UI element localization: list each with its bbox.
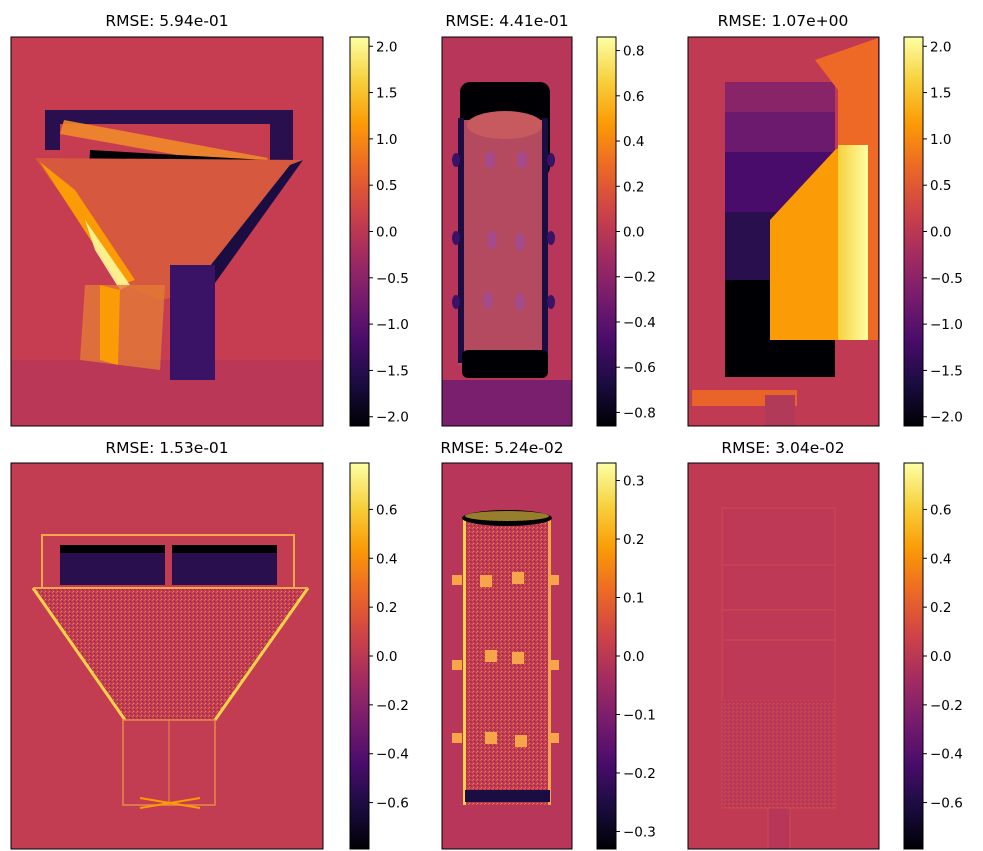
colorbar-gradient xyxy=(596,462,617,850)
panel-title: RMSE: 1.07e+00 xyxy=(718,12,849,30)
colorbar-gradient xyxy=(349,36,370,427)
colorbar-tick-label: 0.8 xyxy=(623,44,644,60)
colorbar-gradient xyxy=(903,36,924,427)
colorbar-tick-label: 1.0 xyxy=(376,132,397,148)
colorbar-tick-label: −0.2 xyxy=(623,270,656,286)
colorbar-tick-label: −1.5 xyxy=(930,363,963,379)
colorbar-tick-label: −0.3 xyxy=(623,824,656,840)
panel-title: RMSE: 3.04e-02 xyxy=(721,439,844,457)
colorbar-tick-label: 0.0 xyxy=(376,649,397,665)
colorbar-tick-label: 0.0 xyxy=(930,225,951,241)
colorbar-tick-label: −1.0 xyxy=(376,317,409,333)
heatmap-image xyxy=(442,37,572,426)
colorbar-tick-label: −0.1 xyxy=(623,707,656,723)
panel-5: RMSE: 5.24e-02 0.3 0.2 0.1 0.0 −0.1 −0.2 −0.3 xyxy=(440,439,656,850)
colorbar: 2.0 1.5 1.0 0.5 0.0 −0.5 −1.0 −1.5 −2.0 xyxy=(903,36,963,427)
colorbar-tick-label: 0.4 xyxy=(930,551,951,567)
colorbar-gradient xyxy=(596,36,617,427)
colorbar: 0.3 0.2 0.1 0.0 −0.1 −0.2 −0.3 xyxy=(596,462,656,850)
colorbar-tick-label: 0.2 xyxy=(376,600,397,616)
colorbar-tick-label: −0.4 xyxy=(930,747,963,763)
heatmap-image xyxy=(11,463,323,849)
plot-frame xyxy=(687,462,880,850)
heatmap-image xyxy=(442,463,572,849)
colorbar-tick-label: −0.8 xyxy=(623,405,656,421)
plot-frame xyxy=(10,462,324,850)
panel-2: RMSE: 4.41e-01 0.80.60.40.20. xyxy=(441,12,656,427)
heatmap-image xyxy=(11,37,323,426)
colorbar: 0.8 0.6 0.4 0.2 0.0 −0.2 −0.4 −0.6 −0.8 xyxy=(596,36,656,427)
colorbar-tick-label: 0.2 xyxy=(930,600,951,616)
colorbar-tick-label: 1.5 xyxy=(376,86,397,102)
colorbar-tick-label: −0.5 xyxy=(376,271,409,287)
colorbar-tick-label: 0.5 xyxy=(376,178,397,194)
panel-4: RMSE: 1.53e-01 0.6 0.4 0.2 0.0 −0.2 −0.4 −0.6 xyxy=(10,439,409,850)
plot-frame xyxy=(10,36,324,427)
colorbar-tick-label: 0.0 xyxy=(623,225,644,241)
heatmap-image xyxy=(688,463,879,850)
plot-frame xyxy=(441,36,573,427)
colorbar-tick-label: 0.6 xyxy=(623,89,644,105)
plot-frame xyxy=(687,36,880,427)
colorbar-tick-label: −0.5 xyxy=(930,271,963,287)
colorbar-tick-label: 0.4 xyxy=(376,551,397,567)
colorbar-tick-label: 0.5 xyxy=(930,178,951,194)
colorbar-tick-label: 0.0 xyxy=(930,649,951,665)
colorbar-gradient xyxy=(903,462,924,850)
colorbar-tick-label: −0.2 xyxy=(623,766,656,782)
colorbar-tick-label: 2.0 xyxy=(930,39,951,55)
panel-title: RMSE: 5.94e-01 xyxy=(105,12,228,30)
colorbar-tick-label: −0.4 xyxy=(623,315,656,331)
colorbar-tick-label: −0.6 xyxy=(623,360,656,376)
colorbar-tick-label: 0.2 xyxy=(623,179,644,195)
colorbar-tick-label: 0.3 xyxy=(623,474,644,490)
colorbar-tick-label: 1.5 xyxy=(930,86,951,102)
colorbar: 0.6 0.4 0.2 0.0 −0.2 −0.4 −0.6 xyxy=(349,462,409,850)
colorbar-tick-label: 0.0 xyxy=(376,225,397,241)
heatmap-image xyxy=(688,37,879,426)
colorbar-tick-label: 2.0 xyxy=(376,39,397,55)
colorbar: 2.0 1.5 1.0 0.5 0.0 −0.5 −1.0 −1.5 −2.0 xyxy=(349,36,409,427)
colorbar-tick-label: −1.0 xyxy=(930,317,963,333)
colorbar-tick-label: −1.5 xyxy=(376,363,409,379)
panel-title: RMSE: 4.41e-01 xyxy=(445,12,568,30)
colorbar-tick-label: −2.0 xyxy=(376,410,409,426)
colorbar-tick-label: −0.6 xyxy=(930,796,963,812)
colorbar: 0.6 0.4 0.2 0.0 −0.2 −0.4 −0.6 xyxy=(903,462,963,850)
panel-title: RMSE: 1.53e-01 xyxy=(105,439,228,457)
colorbar-tick-label: 1.0 xyxy=(930,132,951,148)
colorbar-tick-label: −0.6 xyxy=(376,796,409,812)
panel-3: RMSE: 1.07e+00 2.0 1.5 1.0 0.5 0.0 −0.5 −1.0 −1… xyxy=(687,12,963,427)
colorbar-tick-label: −0.4 xyxy=(376,747,409,763)
panel-title: RMSE: 5.24e-02 xyxy=(440,439,563,457)
colorbar-tick-label: −0.2 xyxy=(930,698,963,714)
colorbar-tick-label: 0.4 xyxy=(623,134,644,150)
colorbar-tick-label: −0.2 xyxy=(376,698,409,714)
panel-1: RMSE: 5.94e-01 2.0 1.5 1.0 0.5 0.0 −0.5 −1.0 −1… xyxy=(10,12,409,427)
colorbar-tick-label: 0.0 xyxy=(623,649,644,665)
plot-frame xyxy=(441,462,573,850)
colorbar-tick-label: 0.2 xyxy=(623,532,644,548)
colorbar-tick-label: 0.6 xyxy=(930,502,951,518)
colorbar-gradient xyxy=(349,462,370,850)
colorbar-tick-label: 0.1 xyxy=(623,591,644,607)
colorbar-tick-label: −2.0 xyxy=(930,410,963,426)
colorbar-tick-label: 0.6 xyxy=(376,502,397,518)
panel-6: RMSE: 3.04e-02 0.6 0.4 0.2 0.0 −0.2 −0.4 −0.6 xyxy=(687,439,963,850)
